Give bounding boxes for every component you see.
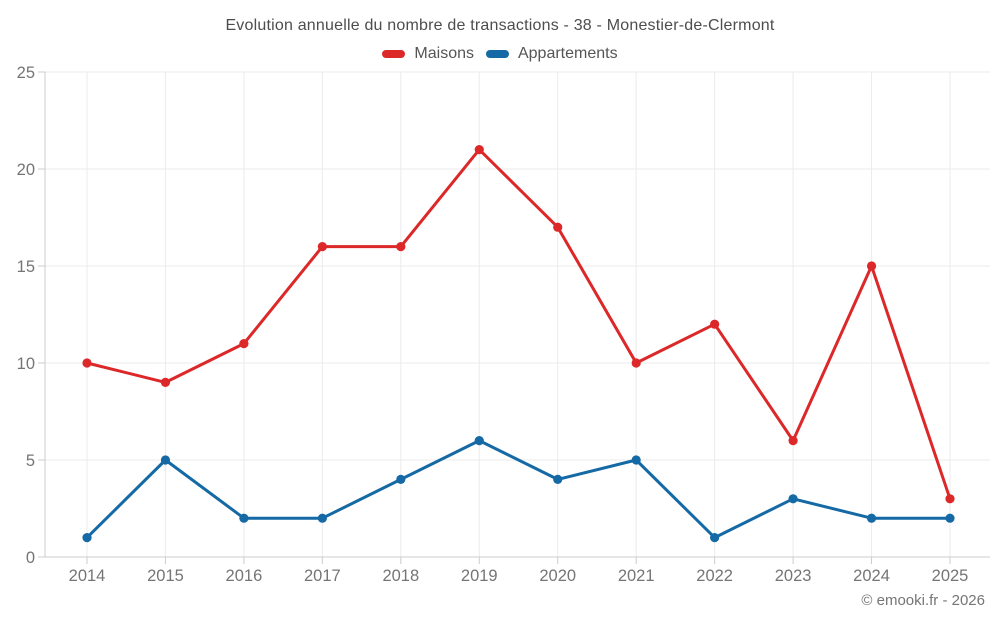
data-point-appartements-2021[interactable] [631, 455, 641, 465]
data-point-appartements-2019[interactable] [474, 436, 484, 446]
x-tick-label: 2018 [382, 567, 419, 585]
y-tick-label: 20 [17, 161, 35, 179]
data-point-appartements-2022[interactable] [710, 533, 720, 543]
chart-legend: Maisons Appartements [0, 45, 1000, 63]
data-point-maisons-2025[interactable] [945, 494, 955, 504]
data-point-maisons-2014[interactable] [82, 358, 92, 368]
x-tick-label: 2025 [932, 567, 969, 585]
data-point-maisons-2015[interactable] [160, 377, 171, 387]
data-point-appartements-2025[interactable] [945, 513, 955, 523]
x-tick-label: 2024 [853, 567, 890, 585]
data-point-maisons-2016[interactable] [239, 339, 249, 349]
y-tick-label: 5 [26, 452, 35, 470]
chart-title: Evolution annuelle du nombre de transact… [225, 17, 775, 34]
series-line-maisons [85, 148, 952, 501]
copyright-credit: © emooki.fr - 2026 [861, 592, 985, 609]
legend-item-appartements: Appartements [485, 45, 618, 63]
data-point-maisons-2017[interactable] [317, 242, 327, 252]
data-point-appartements-2016[interactable] [239, 513, 249, 523]
data-point-maisons-2023[interactable] [788, 436, 798, 446]
data-point-maisons-2019[interactable] [474, 145, 484, 155]
x-tick-label: 2014 [69, 567, 106, 585]
x-tick-label: 2023 [775, 567, 812, 585]
data-point-appartements-2015[interactable] [160, 455, 171, 465]
legend-swatch-maisons-icon [382, 50, 406, 58]
legend-item-maisons: Maisons [382, 45, 474, 63]
y-tick-label: 0 [26, 549, 35, 567]
data-point-appartements-2023[interactable] [788, 494, 798, 504]
x-tick-label: 2022 [696, 567, 733, 585]
x-tick-label: 2015 [147, 567, 184, 585]
x-tick-label: 2019 [461, 567, 498, 585]
legend-label-maisons: Maisons [414, 45, 474, 62]
data-point-maisons-2020[interactable] [553, 222, 563, 232]
data-point-maisons-2021[interactable] [631, 358, 641, 368]
y-tick-label: 25 [17, 64, 35, 82]
y-tick-label: 10 [17, 355, 35, 373]
data-point-maisons-2018[interactable] [396, 242, 406, 252]
legend-label-appartements: Appartements [517, 45, 618, 62]
data-point-appartements-2018[interactable] [396, 474, 406, 484]
data-point-appartements-2014[interactable] [82, 533, 92, 543]
x-tick-label: 2017 [304, 567, 341, 585]
x-tick-label: 2021 [618, 567, 655, 585]
data-point-appartements-2020[interactable] [553, 474, 563, 484]
series-line-appartements [85, 439, 952, 540]
data-point-appartements-2024[interactable] [866, 513, 877, 523]
data-point-maisons-2022[interactable] [710, 319, 720, 329]
x-tick-label: 2020 [539, 567, 576, 585]
x-tick-label: 2016 [226, 567, 263, 585]
data-point-maisons-2024[interactable] [866, 261, 877, 271]
data-point-appartements-2017[interactable] [317, 513, 327, 523]
legend-swatch-appartements-icon [485, 50, 509, 58]
y-tick-label: 15 [17, 258, 35, 276]
